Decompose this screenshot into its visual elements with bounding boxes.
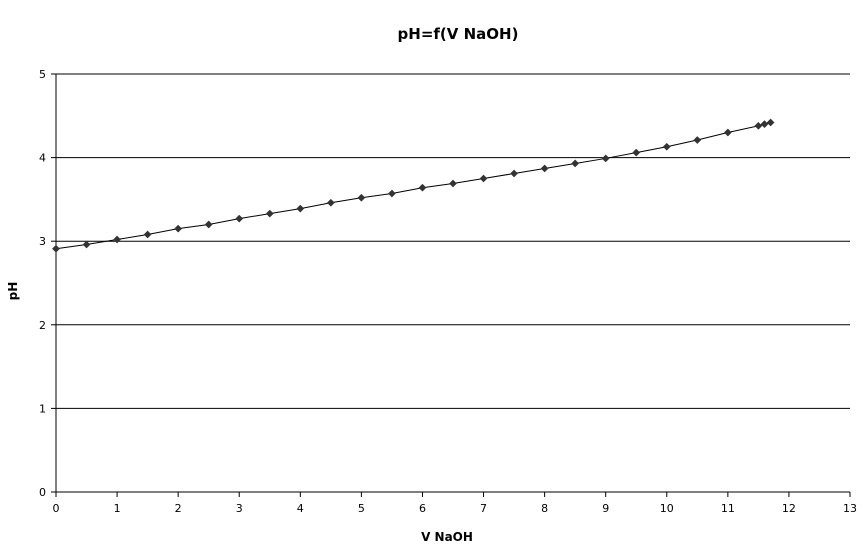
data-point xyxy=(510,169,519,178)
data-point xyxy=(174,224,183,233)
data-point xyxy=(265,209,274,218)
x-tick-label: 13 xyxy=(843,502,857,515)
data-point xyxy=(204,220,213,229)
data-point xyxy=(723,128,732,137)
data-point xyxy=(662,142,671,151)
data-point xyxy=(632,148,641,157)
data-point xyxy=(52,244,60,253)
x-tick-label: 3 xyxy=(236,502,243,515)
x-tick-label: 12 xyxy=(782,502,796,515)
x-tick-label: 10 xyxy=(660,502,674,515)
data-point xyxy=(766,118,775,127)
data-point xyxy=(540,164,549,173)
data-point xyxy=(754,121,763,130)
x-tick-label: 1 xyxy=(114,502,121,515)
y-axis-label: pH xyxy=(6,282,20,301)
data-point xyxy=(296,204,305,213)
data-point xyxy=(326,198,335,207)
data-point xyxy=(82,240,91,249)
x-tick-label: 5 xyxy=(358,502,365,515)
data-point xyxy=(449,179,457,188)
axes xyxy=(51,73,851,497)
x-axis-label: V NaOH xyxy=(421,530,473,544)
y-tick-label: 5 xyxy=(39,68,46,81)
y-tick-label: 4 xyxy=(39,152,46,165)
x-tick-label: 7 xyxy=(480,502,487,515)
x-tick-label: 6 xyxy=(419,502,426,515)
x-tick-label: 11 xyxy=(721,502,735,515)
y-tick-label: 1 xyxy=(39,402,46,415)
y-tick-label: 3 xyxy=(39,235,46,248)
data-point xyxy=(235,214,244,223)
data-point xyxy=(479,174,488,183)
y-tick-label: 2 xyxy=(39,319,46,332)
data-point xyxy=(113,235,122,244)
series xyxy=(52,118,775,253)
data-point xyxy=(387,189,396,198)
x-tick-label: 2 xyxy=(175,502,182,515)
x-tick-label: 8 xyxy=(541,502,548,515)
data-point xyxy=(601,154,610,163)
data-point xyxy=(357,193,366,202)
x-tick-label: 9 xyxy=(602,502,609,515)
gridlines xyxy=(56,73,850,409)
data-point xyxy=(418,183,427,192)
x-tick-label: 0 xyxy=(53,502,60,515)
data-point xyxy=(571,159,580,168)
data-point xyxy=(693,136,702,144)
data-point xyxy=(760,120,769,129)
y-tick-label: 0 xyxy=(39,486,46,499)
series-line xyxy=(55,122,771,250)
x-tick-label: 4 xyxy=(297,502,304,515)
chart-title: pH=f(V NaOH) xyxy=(398,25,519,43)
data-point xyxy=(143,230,152,239)
